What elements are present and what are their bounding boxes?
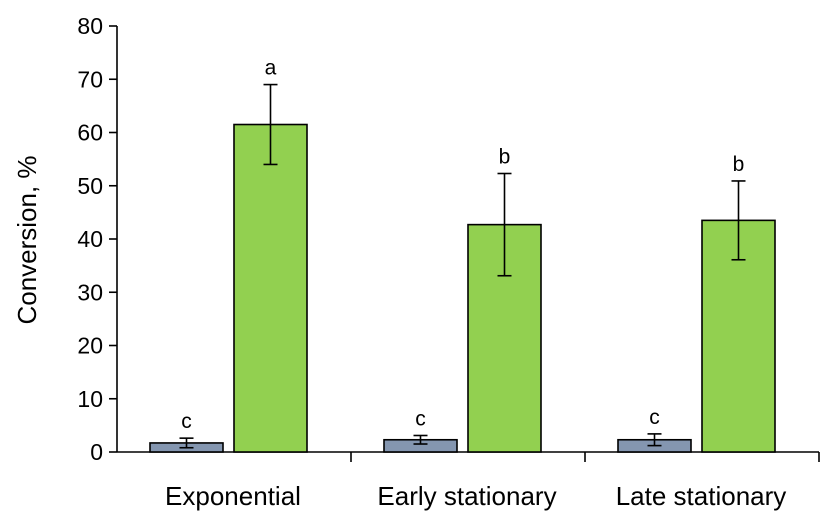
significance-label: b — [733, 153, 745, 176]
significance-label: c — [181, 410, 192, 433]
y-tick-label: 50 — [77, 173, 103, 199]
significance-label: a — [265, 57, 277, 80]
y-tick-label: 20 — [77, 333, 103, 359]
significance-label: c — [415, 407, 426, 430]
y-tick-label: 40 — [77, 226, 103, 252]
error-bars — [179, 83, 746, 449]
y-axis-title: Conversion, % — [12, 155, 42, 324]
bar-series2-exponential — [233, 123, 308, 453]
y-axis: 0 10 20 30 40 50 60 70 80 — [77, 13, 118, 465]
category-labels: Exponential Early stationary Late stationa… — [165, 481, 786, 511]
x-category-label: Early stationary — [377, 481, 556, 511]
significance-label: b — [499, 146, 511, 169]
y-tick-label: 80 — [77, 13, 103, 39]
significance-label: c — [649, 406, 660, 429]
x-axis — [117, 451, 820, 462]
y-tick-label: 0 — [90, 439, 103, 465]
y-tick-label: 60 — [77, 120, 103, 146]
significance-labels: c c c a b b — [181, 57, 744, 434]
y-tick-label: 10 — [77, 386, 103, 412]
y-tick-label: 70 — [77, 66, 103, 92]
x-category-label: Exponential — [165, 481, 301, 511]
y-tick-label: 30 — [77, 279, 103, 305]
bars — [149, 123, 776, 453]
x-category-label: Late stationary — [616, 481, 787, 511]
